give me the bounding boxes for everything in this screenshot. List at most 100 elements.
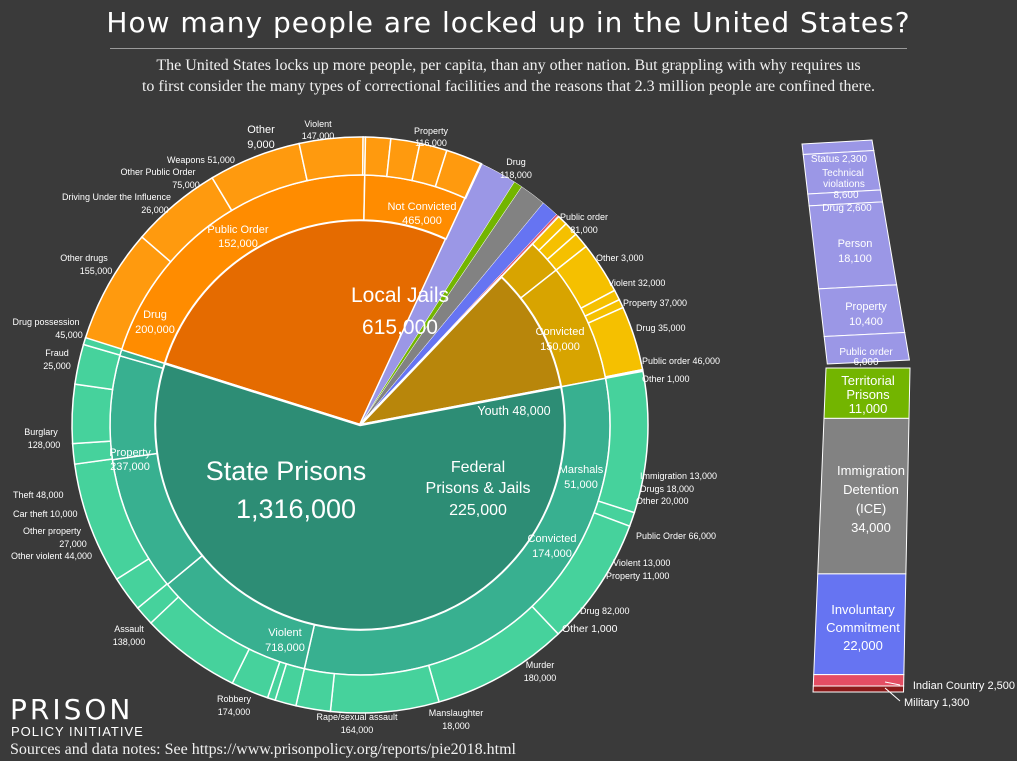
federal-label-2: Prisons & Jails bbox=[426, 480, 531, 497]
outer-label-fed-property: Property 11,000 bbox=[606, 571, 669, 581]
youth-bar-property-label: Property bbox=[845, 301, 887, 313]
outer-label-fed-drug: Drug 82,000 bbox=[580, 606, 630, 616]
state-middle-public-order bbox=[109, 354, 164, 461]
outer-value-jail-public-order: 81,000 bbox=[570, 225, 598, 235]
state-violent-value: 718,000 bbox=[265, 642, 305, 654]
federal-value: 225,000 bbox=[449, 502, 507, 519]
outer-label-fed-other: Other 20,000 bbox=[636, 496, 689, 506]
outer-label-jail-conv-other: Other 1,000 bbox=[642, 374, 690, 384]
leader-line bbox=[884, 687, 901, 702]
jail-convicted-label: Convicted bbox=[536, 326, 585, 338]
side-bar-territorial-label-1: Territorial bbox=[841, 373, 895, 388]
jail-outer-other bbox=[463, 162, 483, 200]
side-bar-involuntary-label-2: Commitment bbox=[826, 620, 900, 635]
fed-marshals-value: 51,000 bbox=[564, 479, 598, 491]
state-drug-label: Drug bbox=[143, 309, 167, 321]
outer-label-jail-violent: Violent bbox=[304, 119, 332, 129]
logo-prison: PRISON bbox=[10, 693, 134, 726]
logo-policy-initiative: POLICY INITIATIVE bbox=[11, 724, 144, 739]
outer-value-other-public-order: 75,000 bbox=[172, 180, 200, 190]
side-bar-military-label: Military 1,300 bbox=[904, 697, 969, 709]
outer-value-jail-drug: 118,000 bbox=[500, 170, 532, 180]
fed-convicted-label: Convicted bbox=[528, 533, 577, 545]
state-violent-label: Violent bbox=[268, 627, 301, 639]
outer-label-fraud: Fraud bbox=[45, 348, 69, 358]
outer-value-jail-violent: 147,000 bbox=[302, 131, 335, 141]
outer-label-rape-sexual-assault: Rape/sexual assault bbox=[316, 712, 398, 722]
outer-value-murder: 180,000 bbox=[524, 673, 557, 683]
federal-label-1: Federal bbox=[451, 459, 505, 476]
outer-label-jail-conv-property: Property 37,000 bbox=[623, 298, 687, 308]
outer-label-other-violent: Other violent 44,000 bbox=[11, 551, 92, 561]
youth-bar-technical-label-2: violations bbox=[823, 179, 865, 190]
side-bar-indian-country-label: Indian Country 2,500 bbox=[913, 680, 1015, 692]
youth-bar-technical-value: 8,600 bbox=[833, 190, 858, 201]
jail-not-convicted-value: 465,000 bbox=[402, 215, 442, 227]
outer-label-murder: Murder bbox=[526, 660, 555, 670]
outer-value-manslaughter: 18,000 bbox=[442, 721, 470, 731]
pie-wedges bbox=[71, 136, 649, 714]
state-outer-other bbox=[82, 336, 123, 357]
side-bar-involuntary-value: 22,000 bbox=[843, 638, 883, 653]
outer-value-fraud: 25,000 bbox=[43, 361, 71, 371]
outer-label-jail-other: Other 3,000 bbox=[596, 253, 644, 263]
youth-label: Youth 48,000 bbox=[477, 404, 550, 418]
side-bar-military bbox=[812, 685, 905, 693]
page-title: How many people are locked up in the Uni… bbox=[106, 6, 911, 39]
jail-convicted-value: 150,000 bbox=[540, 341, 580, 353]
youth-bar-status-label: Status 2,300 bbox=[811, 154, 868, 165]
local-jails-label: Local Jails bbox=[351, 284, 449, 307]
side-bar-immigration-label-3: (ICE) bbox=[856, 501, 886, 516]
outer-value-drug-possession: 45,000 bbox=[55, 330, 83, 340]
side-bar-segments bbox=[801, 139, 911, 693]
state-public-order-value: 152,000 bbox=[218, 238, 258, 250]
outer-label-jail-drug: Drug bbox=[506, 157, 526, 167]
state-outer-other-public-order bbox=[71, 383, 114, 445]
fed-marshals-label: Marshals bbox=[559, 464, 604, 476]
local-jails-value: 615,000 bbox=[362, 316, 438, 339]
leader-lines bbox=[884, 681, 901, 702]
outer-label-fed-public-order: Public Order 66,000 bbox=[636, 531, 716, 541]
subtitle-line-2: to first consider the many types of corr… bbox=[141, 78, 876, 95]
side-bar-territorial-value: 11,000 bbox=[849, 401, 888, 416]
state-property-label: Property bbox=[109, 447, 151, 459]
side-bar-territorial-label-2: Prisons bbox=[846, 387, 890, 402]
outer-value-assault: 138,000 bbox=[113, 637, 146, 647]
side-bar-immigration-label-1: Immigration bbox=[837, 463, 905, 478]
title-divider bbox=[110, 48, 907, 49]
outer-label-robbery: Robbery bbox=[217, 694, 252, 704]
outer-label-fed-violent: Violent 13,000 bbox=[613, 558, 670, 568]
outer-label-jail-conv-public-order: Public order 46,000 bbox=[642, 356, 720, 366]
chart-labels: State Prisons 1,316,000 Local Jails 615,… bbox=[11, 119, 1015, 735]
side-bar-involuntary-label-1: Involuntary bbox=[831, 602, 895, 617]
outer-label-fed-other-2: Other 1,000 bbox=[562, 623, 618, 635]
outer-label-drug-possession: Drug possession bbox=[12, 317, 79, 327]
outer-label-manslaughter: Manslaughter bbox=[429, 708, 484, 718]
state-prisons-label: State Prisons bbox=[206, 456, 367, 486]
outer-label-assault: Assault bbox=[114, 624, 144, 634]
youth-bar-public-order-label: Public order bbox=[839, 347, 893, 358]
outer-label-weapons: Weapons 51,000 bbox=[167, 155, 235, 165]
outer-label-jail-conv-violent: Violent 32,000 bbox=[608, 278, 665, 288]
outer-label-other-drugs: Other drugs bbox=[60, 253, 108, 263]
outer-value-state-other: 9,000 bbox=[247, 139, 275, 151]
outer-label-theft: Theft 48,000 bbox=[13, 490, 64, 500]
youth-bar-property-value: 10,400 bbox=[849, 316, 883, 328]
outer-label-jail-conv-drug: Drug 35,000 bbox=[636, 323, 686, 333]
outer-value-other-property: 27,000 bbox=[59, 539, 87, 549]
youth-bar-public-order bbox=[823, 331, 910, 365]
outer-label-jail-property: Property bbox=[414, 126, 449, 136]
outer-label-other-property: Other property bbox=[23, 526, 82, 536]
youth-bar-technical-label-1: Technical bbox=[822, 168, 864, 179]
side-bar-immigration-value: 34,000 bbox=[851, 520, 891, 535]
youth-bar-drug-label: Drug 2,600 bbox=[822, 203, 872, 214]
outer-value-rape-sexual-assault: 164,000 bbox=[341, 725, 374, 735]
sources-note: Sources and data notes: See https://www.… bbox=[10, 741, 516, 758]
outer-value-dui: 26,000 bbox=[141, 205, 169, 215]
outer-value-robbery: 174,000 bbox=[218, 707, 251, 717]
youth-bar-person-label: Person bbox=[838, 238, 873, 250]
outer-label-car-theft: Car theft 10,000 bbox=[13, 509, 78, 519]
outer-value-burglary: 128,000 bbox=[28, 440, 61, 450]
outer-label-other-public-order: Other Public Order bbox=[120, 167, 195, 177]
